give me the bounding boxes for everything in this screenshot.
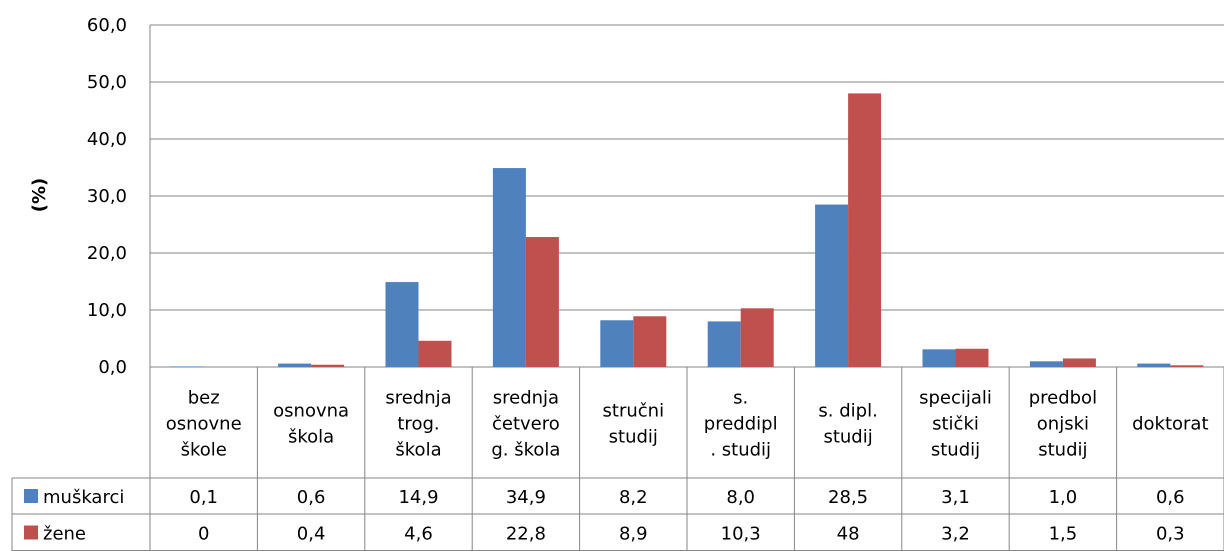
data-label: 28,5 <box>828 487 868 508</box>
x-tick-label: škole <box>181 440 227 461</box>
bar-muškarci <box>707 321 741 367</box>
x-tick-label: stručni <box>603 401 665 422</box>
bar-žene <box>633 316 667 367</box>
data-label: 0,4 <box>297 524 326 545</box>
bar-muškarci <box>492 168 526 367</box>
bar-žene <box>740 308 774 367</box>
bar-žene <box>1062 358 1096 367</box>
x-tick-label: srednja <box>493 388 559 409</box>
data-label: 8,0 <box>726 487 755 508</box>
x-tick-label: specijali <box>919 388 992 409</box>
data-label: 48 <box>837 524 860 545</box>
data-label: 22,8 <box>506 524 546 545</box>
legend-label: muškarci <box>43 487 124 508</box>
y-tick-label: 30,0 <box>87 186 127 207</box>
data-label: 0,3 <box>1156 524 1185 545</box>
bar-žene <box>848 93 882 368</box>
y-tick-label: 20,0 <box>87 243 127 264</box>
x-tick-label: studij <box>823 427 872 448</box>
x-tick-label: s. <box>733 388 748 409</box>
x-tick-label: škola <box>288 427 334 448</box>
data-label: 10,3 <box>721 524 761 545</box>
data-label: 0,6 <box>297 487 326 508</box>
x-tick-label: bez <box>188 388 220 409</box>
data-table: bez osnovne škole osnovna škola srednja trog. š… <box>11 367 1224 551</box>
x-tick-label: trog. <box>397 414 439 435</box>
bar-muškarci <box>278 363 312 367</box>
legend-key-muškarci <box>24 489 38 503</box>
data-label: 1,0 <box>1049 487 1078 508</box>
legend-label: žene <box>43 524 86 545</box>
x-tick-label: osnovna <box>273 401 349 422</box>
y-tick-label: 60,0 <box>87 15 127 36</box>
x-tick-label: studij <box>931 440 980 461</box>
bar-muškarci <box>385 282 419 367</box>
data-label: 4,6 <box>404 524 433 545</box>
x-tick-label: osnovne <box>166 414 242 435</box>
gridlines <box>150 24 1224 368</box>
x-tick-label: škola <box>395 440 441 461</box>
x-tick-label: studij <box>1038 440 1087 461</box>
x-tick-label: s. dipl. <box>818 401 877 422</box>
x-tick-label: srednja <box>385 388 451 409</box>
bar-žene <box>311 364 345 367</box>
x-tick-label: g. škola <box>491 440 560 461</box>
y-axis-ticks: 0,0 10,0 20,0 30,0 40,0 50,0 60,0 <box>87 15 127 378</box>
x-tick-label: studij <box>609 427 658 448</box>
y-tick-label: 40,0 <box>87 129 127 150</box>
bar-žene <box>1170 365 1204 367</box>
bar-žene <box>955 348 989 367</box>
bar-muškarci <box>170 366 204 367</box>
y-tick-label: 50,0 <box>87 72 127 93</box>
data-label: 3,2 <box>941 524 970 545</box>
bar-žene <box>525 237 559 367</box>
data-label: 1,5 <box>1049 524 1078 545</box>
y-tick-label: 0,0 <box>98 357 127 378</box>
bar-muškarci <box>600 320 634 367</box>
x-tick-label: četvero <box>492 414 560 435</box>
x-tick-label: predbol <box>1029 388 1097 409</box>
bar-muškarci <box>815 204 849 367</box>
x-tick-label: . studij <box>710 440 771 461</box>
data-label: 14,9 <box>398 487 438 508</box>
data-label: 8,2 <box>619 487 648 508</box>
bar-muškarci <box>922 349 956 367</box>
bar-muškarci <box>1137 363 1171 367</box>
data-label: 0 <box>198 524 209 545</box>
data-label: 3,1 <box>941 487 970 508</box>
data-label: 34,9 <box>506 487 546 508</box>
x-tick-label: onjski <box>1037 414 1089 435</box>
x-tick-label: stički <box>932 414 979 435</box>
data-label: 0,6 <box>1156 487 1185 508</box>
y-axis-label: (%) <box>29 178 50 213</box>
bars <box>170 93 1204 368</box>
y-tick-label: 10,0 <box>87 300 127 321</box>
legend-key-žene <box>24 525 38 540</box>
data-label: 8,9 <box>619 524 648 545</box>
data-label: 0,1 <box>189 487 218 508</box>
bar-muškarci <box>1029 361 1063 367</box>
x-tick-label: preddipl <box>704 414 778 435</box>
bar-žene <box>418 340 452 367</box>
x-tick-label: doktorat <box>1132 414 1208 435</box>
